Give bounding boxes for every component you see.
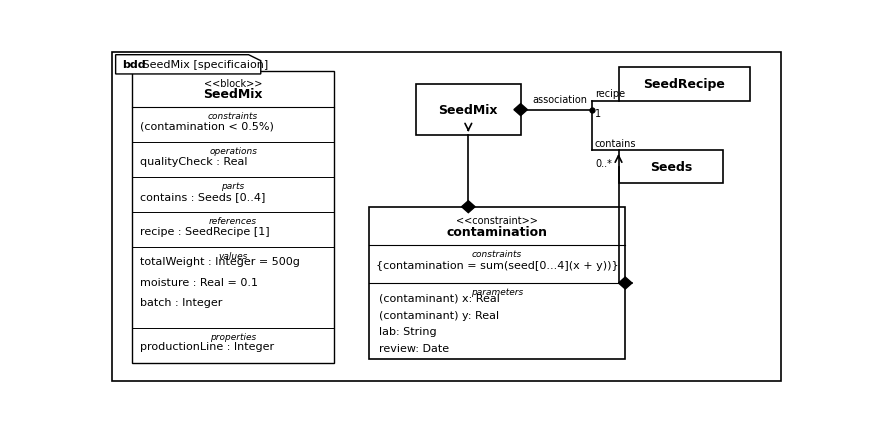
Text: totalWeight : Integer = 500g: totalWeight : Integer = 500g bbox=[140, 256, 300, 266]
Text: productionLine : Integer: productionLine : Integer bbox=[140, 341, 274, 351]
Bar bbox=[132, 71, 334, 363]
Text: parameters: parameters bbox=[471, 287, 523, 296]
Text: contamination: contamination bbox=[447, 225, 548, 238]
Text: SeedRecipe: SeedRecipe bbox=[644, 78, 726, 91]
Text: recipe: recipe bbox=[595, 89, 625, 98]
Text: (contaminant) y: Real: (contaminant) y: Real bbox=[379, 310, 499, 320]
Bar bbox=[416, 85, 521, 136]
Text: (contamination < 0.5%): (contamination < 0.5%) bbox=[140, 121, 273, 131]
Text: contains: contains bbox=[595, 138, 637, 148]
Text: 0..*: 0..* bbox=[595, 158, 611, 168]
Polygon shape bbox=[116, 55, 260, 75]
Text: contains : Seeds [0..4]: contains : Seeds [0..4] bbox=[140, 191, 266, 201]
Text: batch : Integer: batch : Integer bbox=[140, 298, 222, 307]
Polygon shape bbox=[618, 277, 632, 289]
Text: operations: operations bbox=[209, 147, 257, 156]
Text: recipe : SeedRecipe [1]: recipe : SeedRecipe [1] bbox=[140, 226, 269, 236]
Bar bbox=[368, 207, 625, 359]
Text: (contaminant) x: Real: (contaminant) x: Real bbox=[379, 293, 500, 303]
Text: parts: parts bbox=[221, 182, 245, 191]
Text: lab: String: lab: String bbox=[379, 326, 436, 336]
Text: 1: 1 bbox=[595, 108, 601, 119]
Text: {contamination = sum(seed[0...4](x + y))}: {contamination = sum(seed[0...4](x + y))… bbox=[375, 261, 618, 270]
Text: bdd: bdd bbox=[122, 60, 146, 70]
Text: qualityCheck : Real: qualityCheck : Real bbox=[140, 157, 247, 166]
Text: constraints: constraints bbox=[208, 112, 258, 121]
Text: <<block>>: <<block>> bbox=[204, 79, 262, 89]
Text: review: Date: review: Date bbox=[379, 343, 449, 353]
Text: properties: properties bbox=[210, 332, 256, 341]
Text: association: association bbox=[532, 95, 587, 105]
Text: Seeds: Seeds bbox=[650, 161, 692, 174]
Bar bbox=[618, 68, 750, 101]
Text: <<constraint>>: <<constraint>> bbox=[456, 216, 538, 226]
Text: constraints: constraints bbox=[472, 249, 522, 258]
Text: moisture : Real = 0.1: moisture : Real = 0.1 bbox=[140, 277, 258, 287]
Text: SeedMix: SeedMix bbox=[439, 104, 498, 117]
Text: references: references bbox=[209, 217, 257, 226]
Bar bbox=[618, 151, 723, 184]
Polygon shape bbox=[462, 201, 475, 213]
Text: SeedMix [specificaion]: SeedMix [specificaion] bbox=[139, 60, 268, 70]
Text: SeedMix: SeedMix bbox=[203, 88, 263, 101]
Polygon shape bbox=[514, 104, 528, 117]
Text: values: values bbox=[219, 252, 247, 261]
